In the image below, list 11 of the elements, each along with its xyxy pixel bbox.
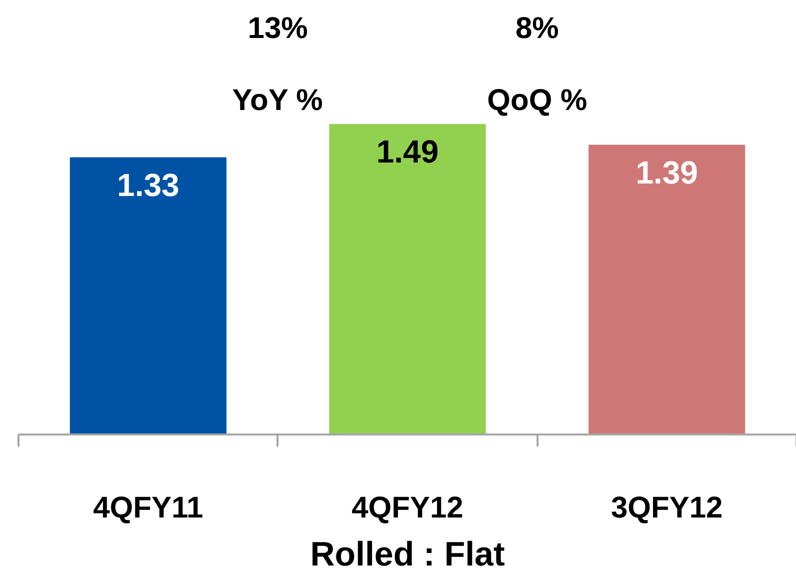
data-label: 1.49 [376, 134, 439, 170]
text: 13% [248, 12, 308, 46]
x-tick-label: 3QFY12 [610, 492, 723, 524]
text: QoQ % [487, 84, 588, 117]
text: 8% [515, 12, 559, 46]
x-tick-label: 4QFY12 [352, 492, 464, 524]
x-axis-title: Rolled : Flat [310, 536, 505, 574]
data-label: 1.39 [636, 154, 698, 190]
data-label: 1.33 [117, 166, 180, 203]
text: YoY % [232, 84, 323, 117]
x-tick-label: 4QFY11 [93, 492, 204, 524]
